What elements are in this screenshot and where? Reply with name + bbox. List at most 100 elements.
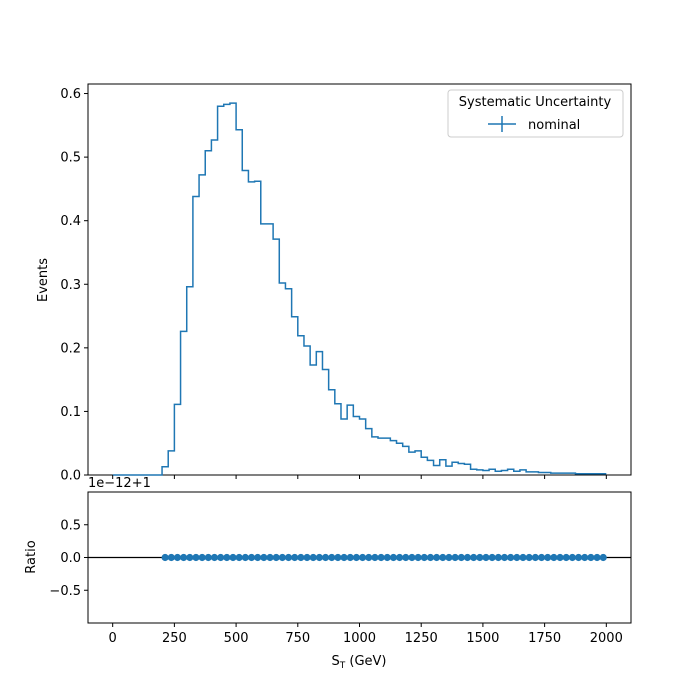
ratio-x-tick-label: 1000 [343, 631, 376, 646]
ratio-point [389, 553, 398, 562]
ratio-point [340, 553, 348, 562]
ratio-point [266, 553, 274, 562]
main-y-axis-ticks: 0.0 0.1 0.2 0.3 0.4 0.5 0.6 [60, 87, 88, 484]
legend-frame [447, 89, 624, 138]
main-y-tick-label: 0.5 [60, 151, 81, 166]
ratio-point [272, 553, 280, 562]
ratio-y-axis-label: Ratio [24, 540, 39, 573]
ratio-offset-text: 1e−12+1 [88, 476, 151, 491]
ratio-point [408, 553, 416, 562]
ratio-point [198, 553, 206, 562]
legend: Systematic Uncertainty nominal [447, 89, 624, 138]
ratio-x-tick-label: 1750 [528, 631, 561, 646]
ratio-point [241, 553, 249, 562]
legend-title: Systematic Uncertainty [459, 95, 612, 110]
ratio-point [260, 553, 268, 562]
ratio-point [161, 553, 169, 562]
ratio-point [328, 553, 336, 562]
ratio-point [402, 553, 410, 562]
ratio-point [494, 553, 502, 562]
ratio-y-axis-ticks: −0.5 0.0 0.5 [49, 518, 88, 599]
ratio-point [500, 553, 509, 562]
ratio-point [396, 553, 404, 562]
ratio-point [463, 553, 472, 562]
ratio-point [204, 553, 212, 562]
ratio-point [383, 553, 391, 562]
ratio-point [445, 553, 453, 562]
ratio-x-tick-label: 0 [109, 631, 117, 646]
main-histogram-plot-area [112, 102, 607, 476]
ratio-point [531, 553, 539, 562]
ratio-y-tick-label: −0.5 [49, 584, 81, 599]
ratio-point [451, 553, 459, 562]
ratio-panel: −0.5 0.0 0.5 0 250 500 750 1000 1250 1500 1750 200… [24, 476, 632, 671]
ratio-point [365, 553, 373, 562]
ratio-point [482, 553, 490, 562]
main-y-tick-label: 0.3 [60, 278, 81, 293]
ratio-point [229, 553, 237, 562]
ratio-point [321, 553, 330, 562]
ratio-point [457, 553, 465, 562]
ratio-point [352, 553, 361, 562]
ratio-point [426, 553, 435, 562]
ratio-x-tick-label: 1250 [405, 631, 438, 646]
ratio-point [192, 553, 200, 562]
ratio-point [334, 553, 342, 562]
legend-marker-nominal [488, 116, 516, 132]
ratio-y-tick-label: 0.0 [60, 551, 81, 566]
main-y-tick-label: 0.6 [60, 87, 81, 102]
ratio-point [358, 553, 367, 562]
ratio-point [235, 553, 243, 562]
ratio-point [303, 553, 311, 562]
ratio-point [346, 553, 354, 562]
ratio-point [550, 553, 558, 562]
ratio-point [173, 553, 182, 562]
legend-entry-nominal: nominal [528, 118, 580, 133]
main-x-axis-ticks [112, 475, 607, 479]
ratio-point [284, 553, 293, 562]
ratio-point [315, 553, 323, 562]
ratio-point [562, 553, 570, 562]
ratio-point [574, 553, 583, 562]
ratio-x-axis-label: ST (GeV) [331, 654, 386, 671]
ratio-point [568, 553, 576, 562]
ratio-point [525, 553, 533, 562]
ratio-point [247, 553, 256, 562]
ratio-point [217, 553, 225, 562]
ratio-point [581, 553, 589, 562]
histogram-step-line [112, 102, 607, 476]
ratio-point [439, 553, 447, 562]
ratio-point [254, 553, 262, 562]
ratio-point [186, 553, 194, 562]
ratio-point [470, 553, 478, 562]
ratio-x-tick-label: 750 [285, 631, 310, 646]
main-histogram-panel: 0.0 0.1 0.2 0.3 0.4 0.5 0.6 Events Systematic … [36, 83, 632, 484]
main-y-tick-label: 0.2 [60, 341, 81, 356]
ratio-point [488, 553, 496, 562]
ratio-point [556, 553, 564, 562]
ratio-x-tick-label: 1500 [466, 631, 499, 646]
main-y-tick-label: 0.4 [60, 214, 81, 229]
main-y-tick-label: 0.0 [60, 469, 81, 484]
ratio-point [513, 553, 521, 562]
ratio-point [537, 553, 546, 562]
ratio-point [223, 553, 231, 562]
ratio-point [377, 553, 385, 562]
ratio-point [278, 553, 286, 562]
ratio-point [476, 553, 484, 562]
ratio-point [167, 553, 175, 562]
ratio-point [519, 553, 527, 562]
ratio-x-tick-label: 2000 [590, 631, 623, 646]
ratio-point [599, 553, 607, 562]
ratio-point [420, 553, 428, 562]
ratio-point [180, 553, 188, 562]
ratio-x-tick-label: 250 [162, 631, 187, 646]
ratio-point [371, 553, 379, 562]
ratio-point [433, 553, 441, 562]
ratio-point [507, 553, 515, 562]
ratio-point [210, 553, 219, 562]
ratio-y-tick-label: 0.5 [60, 518, 81, 533]
ratio-points [161, 553, 607, 562]
ratio-point [544, 553, 552, 562]
